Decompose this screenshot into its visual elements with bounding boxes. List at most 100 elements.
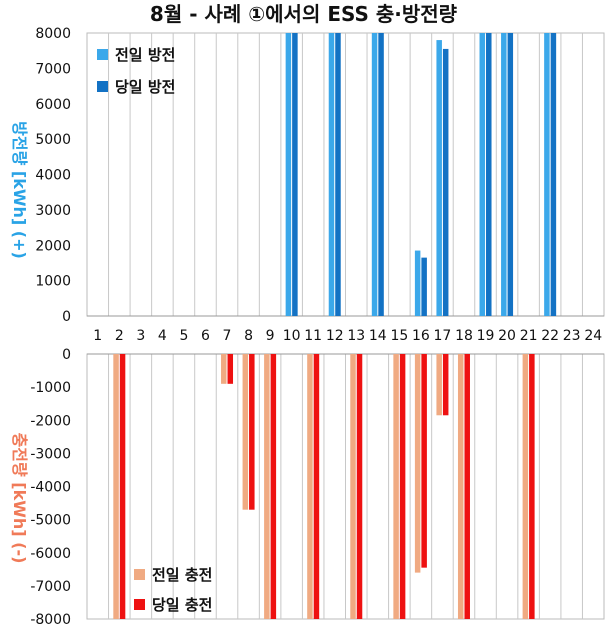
bar-prev-charge-8 <box>242 354 249 510</box>
x-tick-label: 22 <box>541 328 559 344</box>
bar-prev-charge-9 <box>264 354 270 619</box>
bar-curr-charge-21 <box>529 354 535 619</box>
x-tick-label: 4 <box>158 328 167 344</box>
charge-bars <box>113 354 535 619</box>
y-tick-label: -8000 <box>30 612 71 626</box>
x-tick-label: 17 <box>434 328 452 344</box>
y-tick-label: -1000 <box>30 380 71 396</box>
y-tick-label: -5000 <box>30 513 71 529</box>
y-tick-label: -3000 <box>30 446 71 462</box>
legend-swatch <box>97 49 108 60</box>
x-tick-label: 12 <box>326 328 344 344</box>
bar-prev-discharge-16 <box>414 250 421 316</box>
discharge-y-tick-labels: 0 1000 2000 3000 4000 5000 6000 7000 8000 <box>35 26 71 325</box>
y-axis-labels: 방전량 [kWh] (+) 충전량 [kWh] (-) <box>10 121 29 563</box>
legend-label: 당일 충전 <box>152 596 212 614</box>
y-tick-label: -7000 <box>30 579 71 595</box>
x-tick-label: 24 <box>584 328 602 344</box>
legend-swatch <box>134 569 145 580</box>
bar-curr-charge-9 <box>270 354 277 619</box>
bar-prev-charge-2 <box>113 354 119 619</box>
bar-curr-charge-18 <box>464 354 470 619</box>
bar-prev-charge-18 <box>457 354 464 619</box>
legend-swatch <box>97 81 108 92</box>
legend-label: 전일 충전 <box>152 566 212 584</box>
discharge-bars <box>285 33 557 316</box>
y-tick-label: 0 <box>62 347 71 363</box>
x-tick-label: 5 <box>179 328 188 344</box>
legend-label: 당일 방전 <box>115 78 175 96</box>
bar-curr-discharge-14 <box>378 33 384 316</box>
x-tick-label: 15 <box>390 328 408 344</box>
y-tick-label: 5000 <box>35 132 71 148</box>
bar-prev-charge-17 <box>436 354 442 416</box>
y-axis-label: 방전량 [kWh] (+) <box>10 121 29 259</box>
bar-prev-discharge-14 <box>371 33 378 316</box>
x-tick-labels: 1 2 3 4 5 6 7 8 9 10 11 12 13 14 15 16 17 18 19 20 21 22 23 24 <box>93 328 602 344</box>
x-tick-label: 19 <box>477 328 495 344</box>
bar-curr-charge-16 <box>421 354 427 568</box>
x-tick-label: 8 <box>244 328 253 344</box>
x-tick-label: 9 <box>266 328 275 344</box>
bar-curr-discharge-10 <box>292 33 298 316</box>
legend-label: 전일 방전 <box>115 46 175 64</box>
y-tick-label: 2000 <box>35 238 71 254</box>
bar-curr-discharge-19 <box>486 33 492 316</box>
y-tick-label: 7000 <box>35 61 71 77</box>
x-tick-label: 20 <box>498 328 516 344</box>
y-tick-label: 1000 <box>35 274 71 290</box>
x-tick-label: 14 <box>369 328 387 344</box>
y-axis-label-unit: [kWh] (-) <box>10 477 29 564</box>
x-tick-label: 2 <box>115 328 124 344</box>
y-tick-label: -4000 <box>30 480 71 496</box>
y-tick-label: -2000 <box>30 413 71 429</box>
bar-prev-discharge-20 <box>501 33 507 316</box>
bar-prev-discharge-12 <box>328 33 335 316</box>
discharge-plot-area <box>86 32 605 317</box>
x-tick-label: 18 <box>455 328 473 344</box>
bar-prev-charge-15 <box>393 354 399 619</box>
bar-prev-charge-11 <box>307 354 313 619</box>
charge-plot-area <box>86 353 605 620</box>
x-tick-label: 16 <box>412 328 430 344</box>
bar-curr-discharge-20 <box>507 33 514 316</box>
y-axis-label: 충전량 [kWh] (-) <box>10 433 29 564</box>
y-tick-label: 6000 <box>35 97 71 113</box>
x-tick-label: 23 <box>563 328 581 344</box>
bar-prev-discharge-19 <box>479 33 486 316</box>
bar-curr-discharge-22 <box>550 33 557 316</box>
bar-curr-charge-11 <box>313 354 320 619</box>
bar-prev-charge-7 <box>221 354 227 384</box>
y-tick-label: 0 <box>62 309 71 325</box>
x-tick-label: 1 <box>93 328 102 344</box>
x-tick-label: 7 <box>223 328 232 344</box>
bar-prev-discharge-17 <box>436 40 442 316</box>
bar-curr-discharge-16 <box>421 257 427 316</box>
charge-y-tick-labels: 0 -1000 -2000 -3000 -4000 -5000 -6000 -7000 -800… <box>30 347 71 626</box>
x-tick-label: 13 <box>347 328 365 344</box>
bar-prev-discharge-22 <box>544 33 550 316</box>
bar-prev-charge-16 <box>414 354 421 573</box>
x-tick-label: 6 <box>201 328 210 344</box>
x-tick-label: 11 <box>304 328 322 344</box>
bar-curr-charge-7 <box>227 354 234 384</box>
bar-curr-charge-15 <box>399 354 406 619</box>
y-axis-label-main: 충전량 <box>10 433 29 477</box>
y-tick-label: 8000 <box>35 26 71 42</box>
bar-curr-discharge-17 <box>442 48 449 316</box>
chart-title: 8월 - 사례 ①에서의 ESS 충·방전량 <box>149 2 458 26</box>
y-axis-label-main: 방전량 <box>10 121 29 165</box>
bar-curr-charge-2 <box>119 354 126 619</box>
bar-curr-discharge-12 <box>335 33 341 316</box>
x-tick-label: 3 <box>136 328 145 344</box>
y-tick-label: 3000 <box>35 203 71 219</box>
x-tick-label: 10 <box>283 328 301 344</box>
y-tick-label: -6000 <box>30 546 71 562</box>
bar-curr-charge-17 <box>442 354 449 416</box>
bar-prev-discharge-10 <box>285 33 292 316</box>
bar-curr-charge-13 <box>356 354 363 619</box>
bar-prev-charge-13 <box>350 354 356 619</box>
x-tick-label: 21 <box>520 328 538 344</box>
